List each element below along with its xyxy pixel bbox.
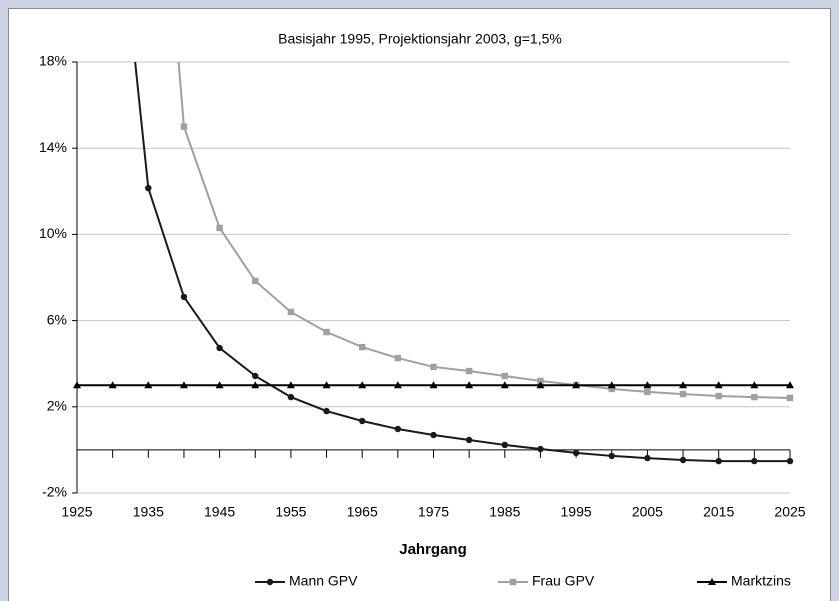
marker [607, 381, 616, 389]
marker [786, 381, 794, 389]
line [134, 62, 790, 463]
marker [715, 457, 722, 465]
marker [323, 407, 330, 415]
x-tick-label: 2005 [632, 504, 663, 520]
marker [430, 363, 437, 371]
marker [786, 457, 794, 465]
marker [180, 293, 188, 301]
plot [73, 62, 794, 465]
marker [145, 184, 152, 192]
x-tick-label: 2015 [703, 504, 734, 520]
marker [501, 372, 508, 380]
marker [714, 381, 723, 389]
marker [144, 381, 153, 389]
marker [394, 354, 402, 362]
x-tick-label: 1945 [204, 504, 235, 520]
marker [215, 381, 224, 389]
marker [252, 277, 259, 285]
marker [572, 381, 581, 389]
marker [179, 381, 188, 389]
marker [266, 578, 274, 586]
marker [537, 445, 544, 453]
marker [287, 393, 295, 401]
marker [751, 457, 758, 465]
y-tick-label: 6% [47, 311, 67, 327]
marker [393, 381, 402, 389]
marker [751, 393, 758, 401]
marker [679, 456, 687, 464]
marker [358, 381, 367, 389]
marker [252, 372, 259, 380]
marker [644, 388, 651, 396]
x-tick-label: 1975 [418, 504, 449, 520]
x-tick-label: 1985 [489, 504, 520, 520]
marker [359, 343, 366, 351]
marker [429, 381, 438, 389]
x-tick-label: 1995 [561, 504, 592, 520]
marker [608, 452, 615, 460]
x-tick-label: 1925 [61, 504, 92, 520]
chart-area [8, 8, 831, 601]
marker [465, 436, 473, 444]
marker [216, 344, 223, 352]
marker [323, 328, 330, 336]
marker [108, 381, 117, 389]
legend-label: Mann GPV [289, 573, 358, 589]
y-tick-label: 10% [39, 225, 67, 241]
marker [715, 392, 722, 400]
marker [286, 381, 295, 389]
marker [216, 224, 223, 232]
marker [679, 381, 688, 389]
marker [536, 381, 545, 389]
marker [287, 308, 295, 316]
marker [73, 381, 81, 389]
marker [394, 425, 402, 433]
marker [708, 578, 716, 585]
y-tick-label: 2% [47, 398, 67, 414]
marker [501, 441, 508, 449]
legend-label: Marktzins [731, 573, 791, 589]
marker [572, 449, 580, 457]
x-tick-label: 1965 [347, 504, 378, 520]
marker [537, 377, 544, 385]
marker [679, 390, 687, 398]
marker [750, 381, 759, 389]
chart-title: Basisjahr 1995, Projektionsjahr 2003, g=… [278, 31, 562, 47]
marker [509, 578, 517, 586]
marker [465, 381, 474, 389]
y-tick-label: 14% [39, 139, 67, 155]
y-tick-label: -2% [42, 484, 67, 500]
x-tick-label: 1955 [275, 504, 306, 520]
marker [644, 454, 651, 462]
marker [359, 417, 366, 425]
marker [465, 367, 473, 375]
marker [251, 381, 260, 389]
marker [786, 394, 794, 402]
marker [180, 123, 188, 130]
marker [500, 381, 509, 389]
x-tick-label: 2025 [774, 504, 805, 520]
x-axis-label: Jahrgang [399, 541, 467, 558]
marker [643, 381, 652, 389]
marker [322, 381, 331, 389]
marker [430, 431, 437, 439]
marker [608, 385, 615, 393]
y-tick-label: 18% [39, 53, 67, 69]
legend-label: Frau GPV [532, 573, 595, 589]
x-tick-label: 1935 [133, 504, 164, 520]
